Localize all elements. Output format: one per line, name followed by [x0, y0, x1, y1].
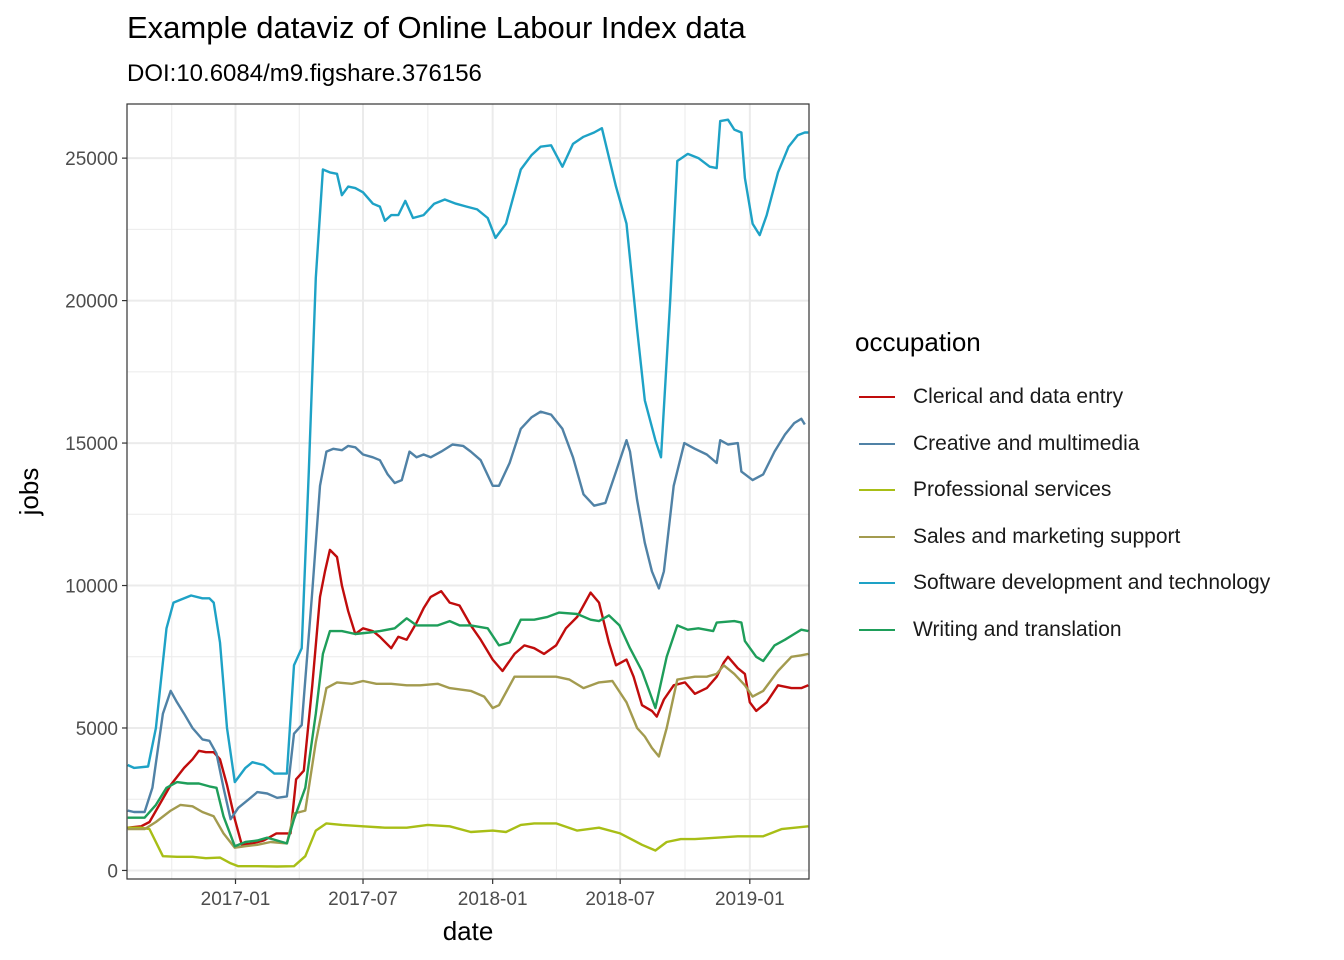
x-axis-title: date [443, 916, 494, 946]
legend-items: Clerical and data entry Creative and mult… [855, 374, 1270, 653]
legend-key-line [859, 535, 895, 538]
chart-subtitle: DOI:10.6084/m9.figshare.376156 [127, 60, 482, 87]
x-tick-label: 2018-01 [458, 889, 528, 910]
series-line-clerical-and-data-entry [127, 548, 809, 846]
x-tick-label: 2018-07 [585, 889, 655, 910]
legend-item: Creative and multimedia [855, 421, 1270, 468]
legend-item: Clerical and data entry [855, 374, 1270, 421]
plot-border [126, 103, 810, 880]
legend-key-line [859, 489, 895, 492]
legend-label: Software development and technology [913, 571, 1271, 595]
y-axis-title: jobs [14, 468, 44, 517]
legend-item: Software development and technology [855, 560, 1270, 607]
legend-key-line [859, 396, 895, 399]
series-line-professional-services [127, 822, 809, 868]
series-line-writing-and-translation [127, 611, 809, 848]
x-tick-label: 2017-07 [328, 889, 398, 910]
plot-panel [127, 104, 809, 879]
legend-label: Creative and multimedia [913, 431, 1140, 455]
series-line-software-development-and-technology [127, 118, 809, 784]
y-tick-label: 10000 [65, 577, 118, 598]
series-line-creative-and-multimedia [127, 410, 806, 821]
series-line-sales-and-marketing-support [127, 652, 809, 849]
legend-label: Writing and translation [913, 617, 1122, 641]
legend-label: Clerical and data entry [913, 385, 1124, 409]
legend-label: Professional services [913, 478, 1112, 502]
legend-label: Sales and marketing support [913, 524, 1181, 548]
legend-key-line [859, 442, 895, 445]
x-tick-label: 2017-01 [201, 889, 271, 910]
legend-item: Professional services [855, 467, 1270, 514]
y-tick-label: 5000 [76, 719, 118, 740]
y-tick-label: 20000 [65, 292, 118, 313]
legend-title: occupation [855, 327, 981, 357]
y-tick-label: 0 [107, 861, 118, 882]
legend-item: Writing and translation [855, 607, 1270, 654]
x-tick-label: 2019-01 [715, 889, 785, 910]
legend-key-line [859, 628, 895, 631]
chart-title: Example dataviz of Online Labour Index d… [127, 10, 746, 45]
legend-key-line [859, 582, 895, 585]
legend: occupation Clerical and data entry Creati… [855, 327, 1270, 653]
legend-item: Sales and marketing support [855, 514, 1270, 561]
y-tick-label: 15000 [65, 434, 118, 455]
y-tick-label: 25000 [65, 149, 118, 170]
